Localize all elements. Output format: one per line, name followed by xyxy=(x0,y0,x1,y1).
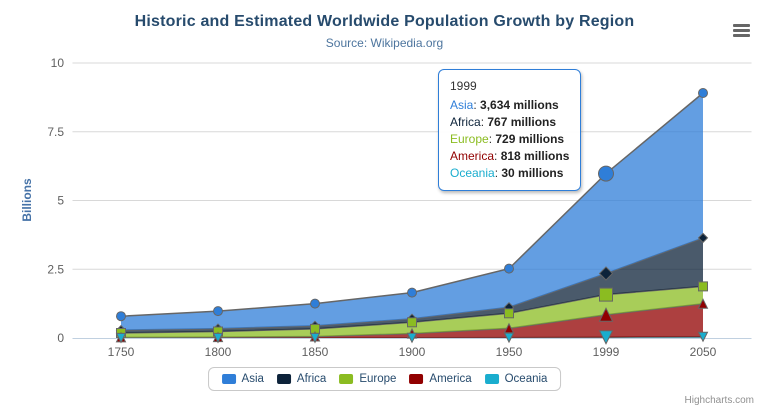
marker-africa-2050[interactable] xyxy=(697,232,709,244)
tooltip-series-value: 30 millions xyxy=(501,166,564,180)
tooltip-series-value: 767 millions xyxy=(487,115,557,129)
legend-item-asia[interactable]: Asia xyxy=(221,373,264,385)
y-axis-label: 0 xyxy=(57,331,64,345)
y-axis-label: 10 xyxy=(51,56,65,70)
marker-asia-1750[interactable] xyxy=(116,311,126,322)
hamburger-menu-icon xyxy=(733,24,751,37)
x-axis-label: 1800 xyxy=(205,345,232,359)
legend-swatch-icon xyxy=(339,374,354,384)
legend-label: Asia xyxy=(241,373,264,385)
marker-europe-1950[interactable] xyxy=(504,308,514,319)
marker-asia-1850[interactable] xyxy=(310,298,320,309)
marker-asia-2050[interactable] xyxy=(698,88,708,98)
marker-oceania-1850[interactable] xyxy=(309,332,321,344)
tooltip-series-value: 3,634 millions xyxy=(480,98,559,112)
tooltip-series-name: Europe xyxy=(450,132,489,146)
legend-label: Oceania xyxy=(504,373,548,385)
area-africa[interactable] xyxy=(121,237,703,333)
legend-item-america[interactable]: America xyxy=(409,373,472,385)
legend-label: Europe xyxy=(359,373,397,385)
y-axis-label: 7.5 xyxy=(47,125,64,139)
x-axis-label: 2050 xyxy=(690,345,717,359)
tooltip-row-africa: Africa: 767 millions xyxy=(450,115,557,129)
tooltip-row-asia: Asia: 3,634 millions xyxy=(450,98,559,112)
tooltip-series-name: Oceania xyxy=(450,166,495,180)
marker-oceania-1900[interactable] xyxy=(406,332,418,344)
marker-asia-1999[interactable] xyxy=(598,165,614,182)
legend-swatch-icon xyxy=(409,374,424,384)
tooltip-series-value: 818 millions xyxy=(500,149,570,163)
marker-asia-1900[interactable] xyxy=(407,287,417,298)
chart-title: Historic and Estimated Worldwide Populat… xyxy=(134,13,635,30)
marker-oceania-1950[interactable] xyxy=(503,332,515,344)
tooltip-row-europe: Europe: 729 millions xyxy=(450,132,565,146)
tooltip-row-oceania: Oceania: 30 millions xyxy=(450,166,564,180)
legend-label: America xyxy=(429,373,472,385)
legend-label: Africa xyxy=(296,373,327,385)
legend-swatch-icon xyxy=(484,374,499,384)
export-menu-button[interactable] xyxy=(731,20,753,38)
marker-america-1999[interactable] xyxy=(598,307,614,322)
x-axis-label: 1950 xyxy=(496,345,523,359)
tooltip-series-name: Africa xyxy=(450,115,481,129)
marker-europe-1999[interactable] xyxy=(599,287,613,302)
area-asia[interactable] xyxy=(121,93,703,331)
legend-item-africa[interactable]: Africa xyxy=(276,373,327,385)
tooltip-series-name: Asia xyxy=(450,98,474,112)
y-axis-label: 5 xyxy=(57,194,64,208)
legend-swatch-icon xyxy=(276,374,291,384)
chart-subtitle: Source: Wikipedia.org xyxy=(325,36,444,50)
marker-europe-2050[interactable] xyxy=(698,281,708,292)
marker-oceania-1800[interactable] xyxy=(212,332,224,344)
x-axis-label: 1900 xyxy=(399,345,426,359)
marker-africa-1999[interactable] xyxy=(598,266,614,281)
tooltip: 1999 Asia: 3,634 millions Africa: 767 mil… xyxy=(438,69,582,191)
marker-oceania-1750[interactable] xyxy=(115,332,127,344)
legend: Asia Africa Europe America Oceania xyxy=(207,367,562,391)
legend-item-oceania[interactable]: Oceania xyxy=(484,373,548,385)
x-axis-label: 1999 xyxy=(593,345,620,359)
credits-link[interactable]: Highcharts.com xyxy=(684,395,754,406)
y-axis-title: Billions xyxy=(20,178,34,222)
legend-item-europe[interactable]: Europe xyxy=(339,373,396,385)
marker-oceania-2050[interactable] xyxy=(697,331,709,343)
tooltip-row-america: America: 818 millions xyxy=(450,149,570,163)
y-axis-label: 2.5 xyxy=(47,262,64,276)
marker-europe-1900[interactable] xyxy=(407,317,417,328)
tooltip-series-value: 729 millions xyxy=(495,132,565,146)
marker-asia-1800[interactable] xyxy=(213,306,223,317)
x-axis-label: 1750 xyxy=(108,345,135,359)
marker-oceania-1999[interactable] xyxy=(598,330,614,345)
x-axis-label: 1850 xyxy=(302,345,329,359)
tooltip-header: 1999 xyxy=(450,79,477,93)
marker-america-2050[interactable] xyxy=(697,298,709,309)
legend-swatch-icon xyxy=(221,374,236,384)
area-america[interactable] xyxy=(121,303,703,338)
tooltip-series-name: America xyxy=(450,149,495,163)
marker-asia-1950[interactable] xyxy=(504,263,514,274)
